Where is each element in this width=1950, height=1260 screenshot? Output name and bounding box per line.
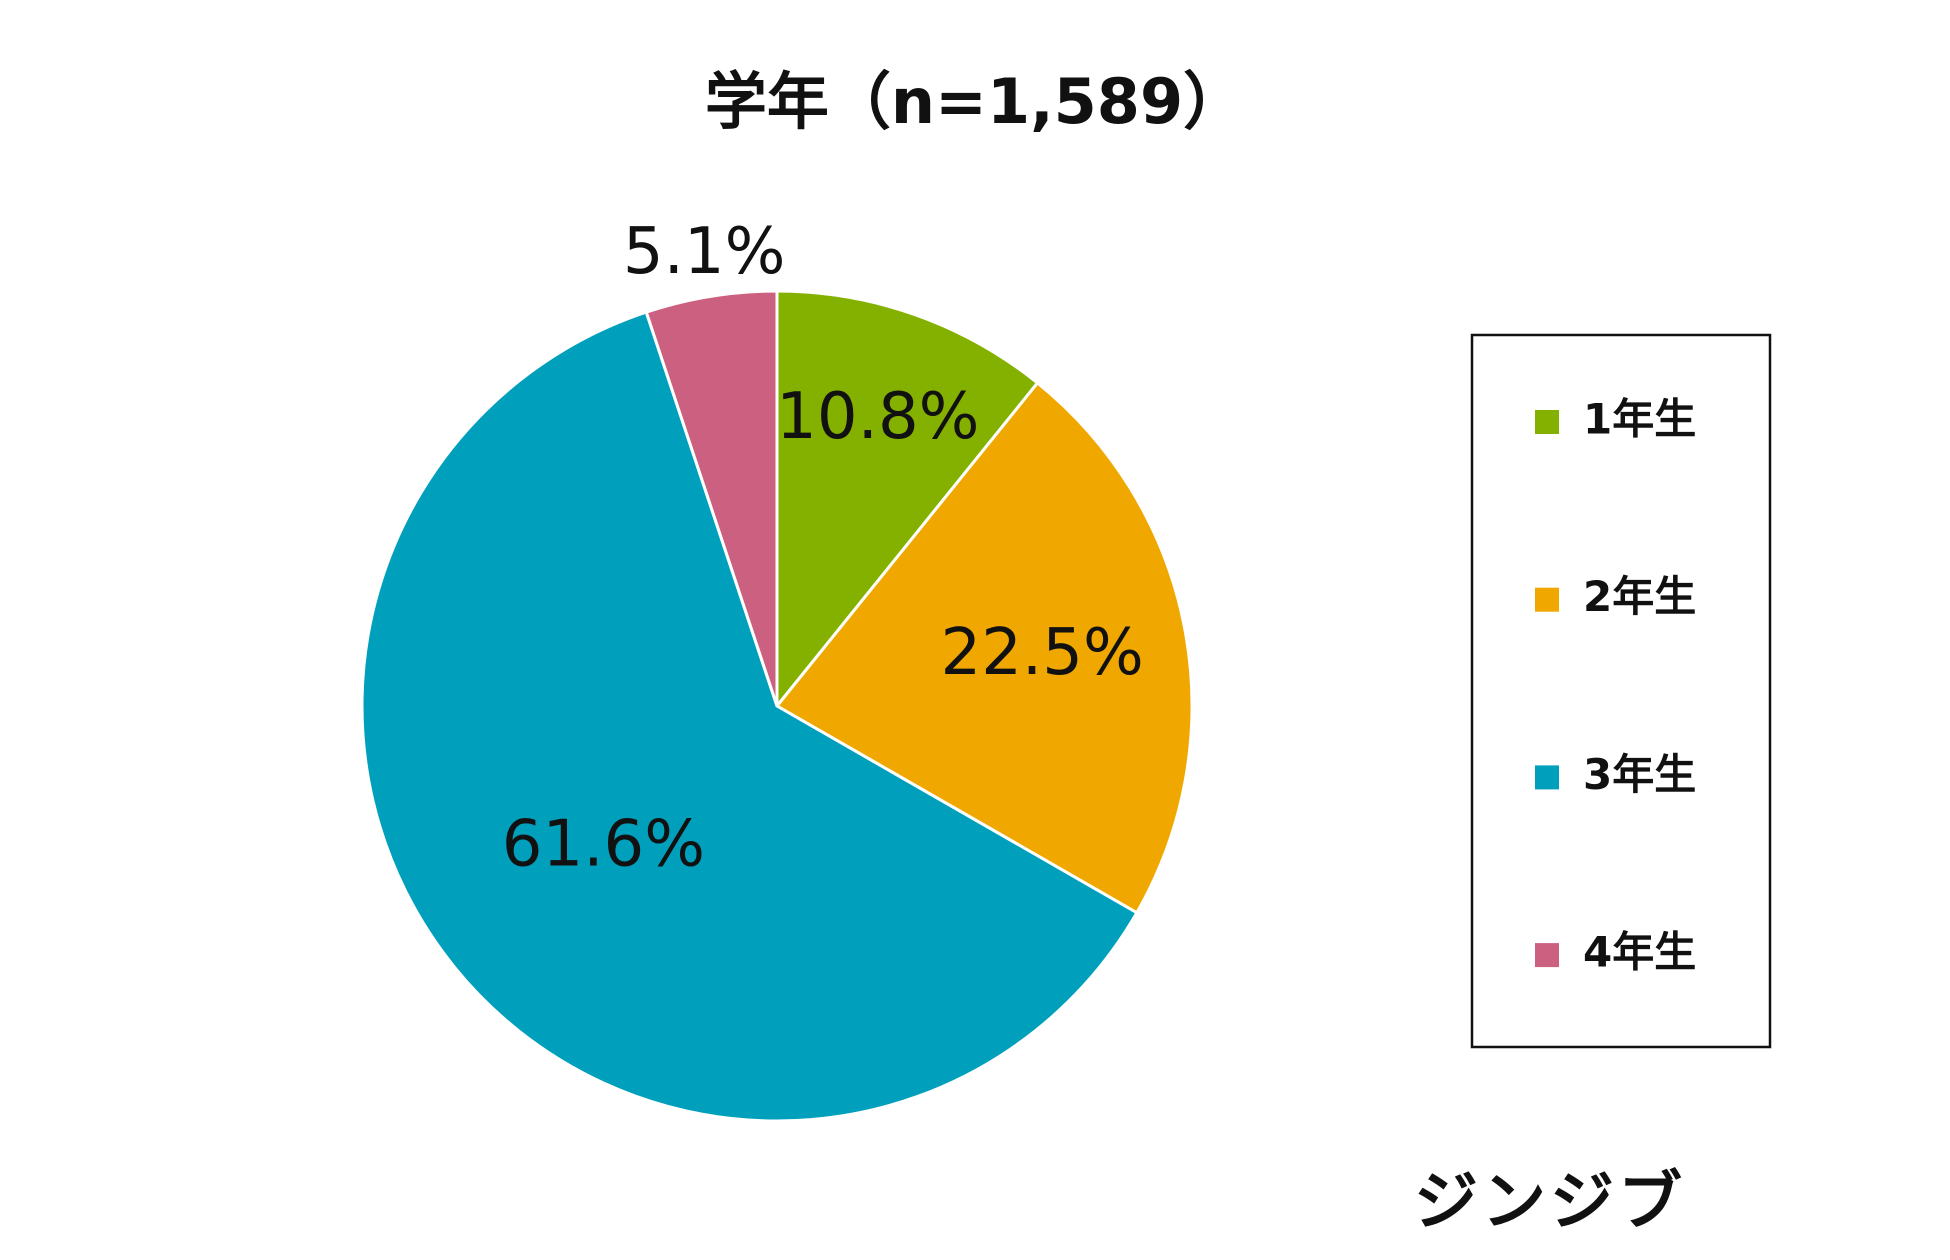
watermark: ジンジブ (1414, 1166, 1686, 1240)
pie-slice (360, 310, 1139, 1123)
chart-title: 学年（n=1,589） (705, 65, 1245, 138)
legend-label: 3年生 (1583, 750, 1696, 799)
value-label: 22.5% (940, 616, 1143, 690)
value-label: 61.6% (502, 807, 705, 881)
legend-label: 1年生 (1583, 395, 1696, 444)
legend-swatch (1535, 410, 1559, 434)
value-label: 10.8% (776, 380, 979, 454)
legend-swatch (1535, 943, 1559, 968)
legend-box (1470, 333, 1772, 1049)
pie-slice (774, 380, 1194, 915)
value-label: 5.1% (623, 215, 786, 289)
pie-slice (644, 289, 779, 707)
legend-swatch (1535, 587, 1559, 612)
legend-label: 2年生 (1583, 572, 1696, 621)
legend-swatch (1535, 765, 1559, 790)
legend-label: 4年生 (1583, 928, 1696, 977)
pie-slice (775, 289, 1040, 711)
